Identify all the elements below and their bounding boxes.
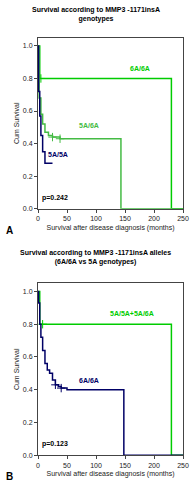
svg-text:0.0: 0.0 [23,205,33,212]
svg-text:0.0: 0.0 [23,452,33,459]
svg-text:0.2: 0.2 [23,173,33,180]
svg-text:Survival according to MMP3 -11: Survival according to MMP3 -1171insAgeno… [32,6,160,23]
svg-text:5A/5A+5A/6A: 5A/5A+5A/6A [110,310,154,317]
svg-text:1.0: 1.0 [23,288,33,295]
svg-text:200: 200 [148,462,160,469]
svg-text:p=0.123: p=0.123 [42,440,68,448]
svg-text:5A/6A: 5A/6A [79,122,99,129]
svg-text:6A/6A: 6A/6A [79,377,99,384]
svg-text:0: 0 [36,462,40,469]
svg-text:A: A [6,225,13,236]
svg-text:250: 250 [177,462,189,469]
svg-text:100: 100 [90,462,102,469]
svg-text:Survival after disease diagnos: Survival after disease diagnosis (months… [46,224,174,232]
svg-text:150: 150 [119,215,131,222]
svg-text:0.6: 0.6 [23,353,33,360]
svg-text:100: 100 [90,215,102,222]
svg-text:B: B [6,471,13,482]
svg-text:150: 150 [119,462,131,469]
svg-text:Survival according to MMP3 -11: Survival according to MMP3 -1171insA all… [20,249,171,266]
svg-text:1.0: 1.0 [23,42,33,49]
svg-text:0.8: 0.8 [23,321,33,328]
svg-text:200: 200 [148,215,160,222]
svg-text:0.8: 0.8 [23,75,33,82]
svg-text:50: 50 [63,215,71,222]
svg-text:6A/6A: 6A/6A [130,65,150,72]
svg-text:250: 250 [177,215,189,222]
svg-text:5A/5A: 5A/5A [48,151,68,158]
svg-text:Cum Survival: Cum Survival [13,102,20,144]
svg-text:Survival after disease diagnos: Survival after disease diagnosis (months… [46,470,174,478]
svg-text:0.4: 0.4 [23,386,33,393]
svg-text:Cum Survival: Cum Survival [13,348,20,390]
svg-text:0.4: 0.4 [23,140,33,147]
svg-text:0.2: 0.2 [23,419,33,426]
svg-text:0.6: 0.6 [23,107,33,114]
svg-text:p=0.242: p=0.242 [42,194,68,202]
svg-text:0: 0 [36,215,40,222]
svg-text:50: 50 [63,462,71,469]
